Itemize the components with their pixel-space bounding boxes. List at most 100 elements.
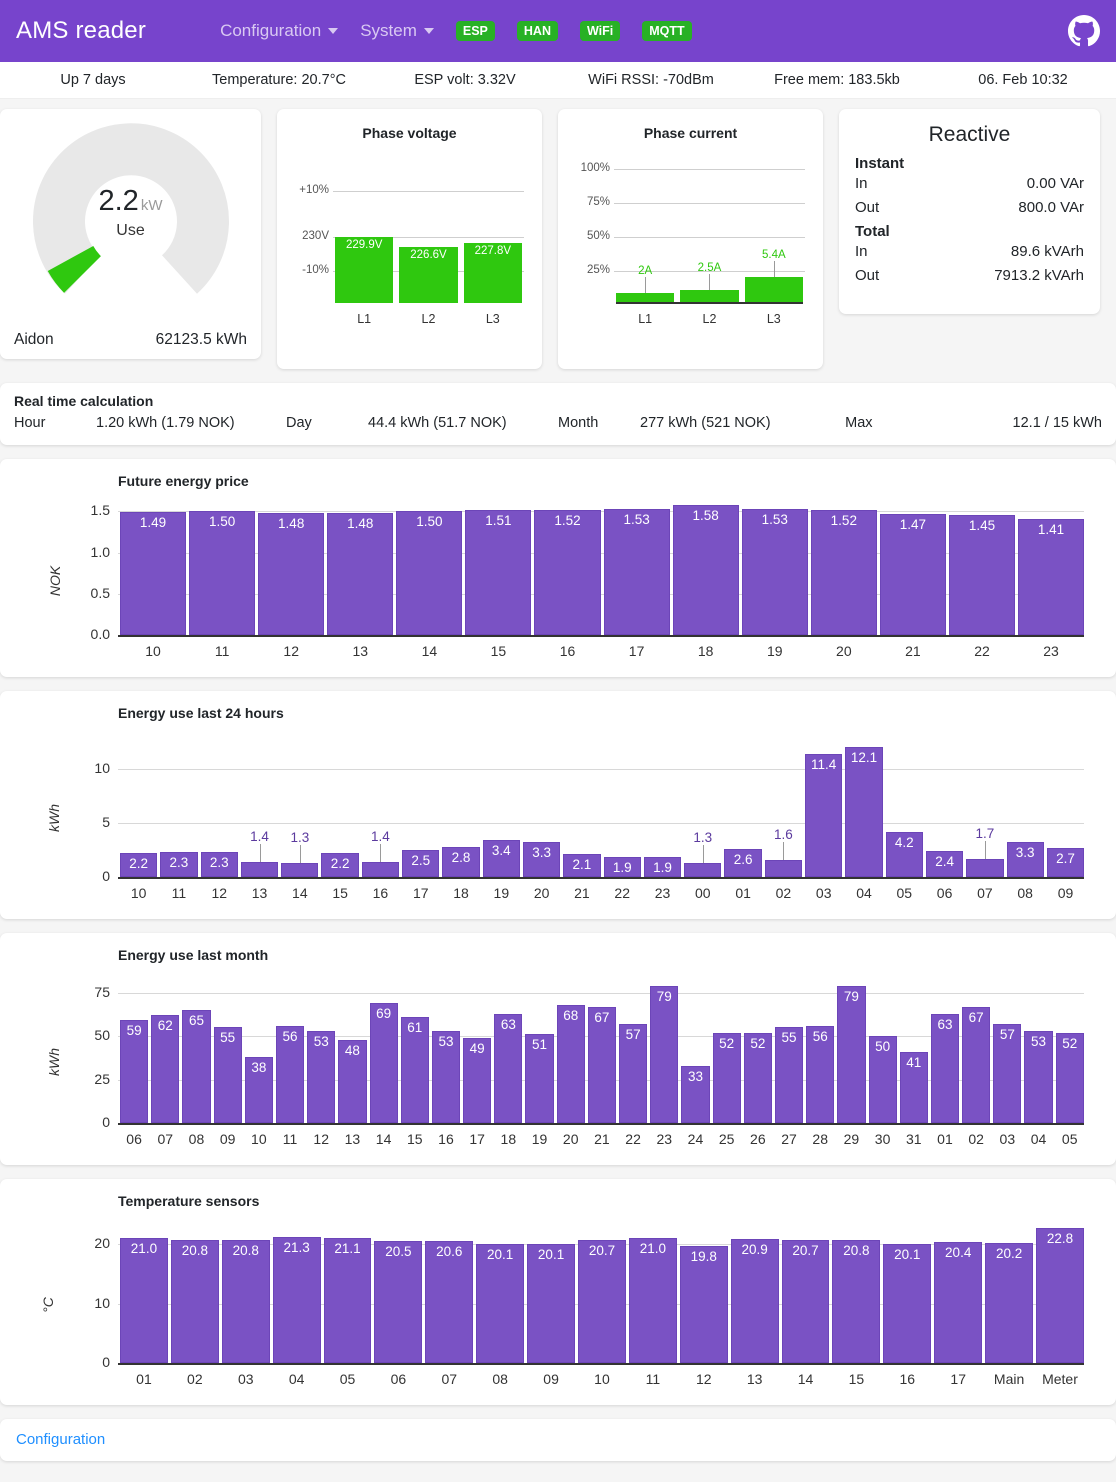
bar[interactable] — [272, 1236, 321, 1363]
nav-menu-system[interactable]: System — [360, 21, 434, 41]
bar[interactable] — [189, 511, 256, 635]
bar[interactable] — [774, 1027, 804, 1123]
bar[interactable] — [712, 1032, 741, 1123]
bar[interactable] — [425, 1240, 474, 1363]
nav-menu-configuration[interactable]: Configuration — [220, 21, 339, 41]
bar[interactable] — [883, 1243, 932, 1363]
bar[interactable] — [244, 1056, 273, 1123]
bar[interactable] — [335, 237, 394, 303]
bar[interactable] — [587, 1006, 616, 1123]
bar[interactable] — [764, 859, 803, 877]
bar[interactable] — [681, 1065, 710, 1123]
bar[interactable] — [494, 1013, 523, 1123]
bar[interactable] — [281, 863, 319, 877]
bar[interactable] — [399, 247, 458, 303]
bar[interactable] — [275, 1025, 305, 1123]
bar[interactable] — [463, 1037, 492, 1123]
bar[interactable] — [868, 1036, 897, 1123]
bar[interactable] — [182, 1010, 211, 1123]
bar[interactable] — [1018, 518, 1085, 635]
bar[interactable] — [730, 1239, 779, 1363]
bar[interactable] — [442, 846, 480, 877]
bar[interactable] — [151, 1015, 180, 1123]
bar[interactable] — [934, 1241, 983, 1363]
bar[interactable] — [650, 985, 679, 1123]
bar[interactable] — [213, 1027, 242, 1123]
bar[interactable] — [258, 512, 325, 635]
bar[interactable] — [522, 841, 561, 877]
bar[interactable] — [323, 1237, 372, 1363]
bar[interactable] — [619, 1023, 648, 1123]
bar[interactable] — [930, 1013, 960, 1123]
bar[interactable] — [1055, 1032, 1084, 1123]
bar[interactable] — [120, 1238, 168, 1363]
bar[interactable] — [369, 1003, 398, 1123]
bar[interactable] — [1046, 847, 1085, 877]
bar[interactable] — [563, 854, 601, 877]
bar[interactable] — [1024, 1030, 1053, 1123]
bar[interactable] — [476, 1243, 525, 1363]
bar[interactable] — [374, 1241, 423, 1363]
status-badge-han[interactable]: HAN — [516, 20, 558, 42]
bar[interactable] — [465, 510, 532, 635]
bar[interactable] — [837, 985, 866, 1123]
bar[interactable] — [396, 511, 463, 635]
bar[interactable] — [845, 746, 883, 877]
status-badge-wifi[interactable]: WiFi — [579, 20, 621, 42]
bar[interactable] — [307, 1030, 336, 1123]
bar[interactable] — [966, 858, 1004, 877]
bar[interactable] — [120, 853, 158, 877]
bar[interactable] — [482, 840, 520, 877]
bar[interactable] — [463, 243, 522, 303]
bar[interactable] — [899, 1051, 928, 1123]
github-icon[interactable] — [1068, 15, 1100, 47]
bar[interactable] — [240, 861, 279, 877]
bar[interactable] — [578, 1240, 626, 1363]
bar[interactable] — [643, 856, 682, 877]
bar[interactable] — [400, 1016, 429, 1123]
bar[interactable] — [985, 1243, 1034, 1363]
bar[interactable] — [556, 1004, 585, 1123]
bar[interactable] — [993, 1023, 1022, 1123]
bar[interactable] — [925, 851, 964, 877]
bar[interactable] — [525, 1034, 554, 1123]
bar[interactable] — [810, 509, 877, 635]
bar[interactable] — [120, 512, 187, 635]
bar[interactable] — [741, 508, 808, 635]
bar[interactable] — [724, 849, 762, 877]
bar[interactable] — [527, 1243, 576, 1363]
bar[interactable] — [327, 512, 394, 635]
bar[interactable] — [603, 508, 670, 635]
bar[interactable] — [200, 852, 238, 877]
bar[interactable] — [221, 1239, 270, 1363]
bar[interactable] — [338, 1039, 367, 1123]
bar[interactable] — [832, 1239, 881, 1363]
bar[interactable] — [781, 1240, 830, 1363]
bar[interactable] — [1006, 841, 1044, 877]
bar[interactable] — [672, 504, 739, 635]
bar[interactable] — [603, 856, 641, 877]
bar[interactable] — [948, 515, 1016, 635]
bar[interactable] — [680, 290, 739, 302]
bar[interactable] — [744, 277, 803, 302]
bar[interactable] — [628, 1238, 677, 1363]
footer-configuration-link[interactable]: Configuration — [16, 1431, 106, 1448]
bar[interactable] — [160, 852, 198, 877]
bar[interactable] — [120, 1020, 149, 1123]
bar[interactable] — [879, 513, 946, 635]
bar[interactable] — [806, 1025, 835, 1123]
bar[interactable] — [431, 1030, 461, 1123]
bar[interactable] — [679, 1245, 728, 1363]
bar[interactable] — [321, 853, 359, 877]
bar[interactable] — [170, 1239, 219, 1363]
bar[interactable] — [885, 831, 923, 877]
bar[interactable] — [743, 1032, 772, 1123]
bar[interactable] — [402, 850, 440, 877]
status-badge-mqtt[interactable]: MQTT — [642, 20, 692, 42]
bar[interactable] — [1036, 1227, 1084, 1363]
bar[interactable] — [616, 293, 675, 302]
bar[interactable] — [361, 861, 400, 877]
bar[interactable] — [962, 1006, 991, 1123]
bar[interactable] — [805, 754, 843, 877]
status-badge-esp[interactable]: ESP — [455, 20, 495, 42]
